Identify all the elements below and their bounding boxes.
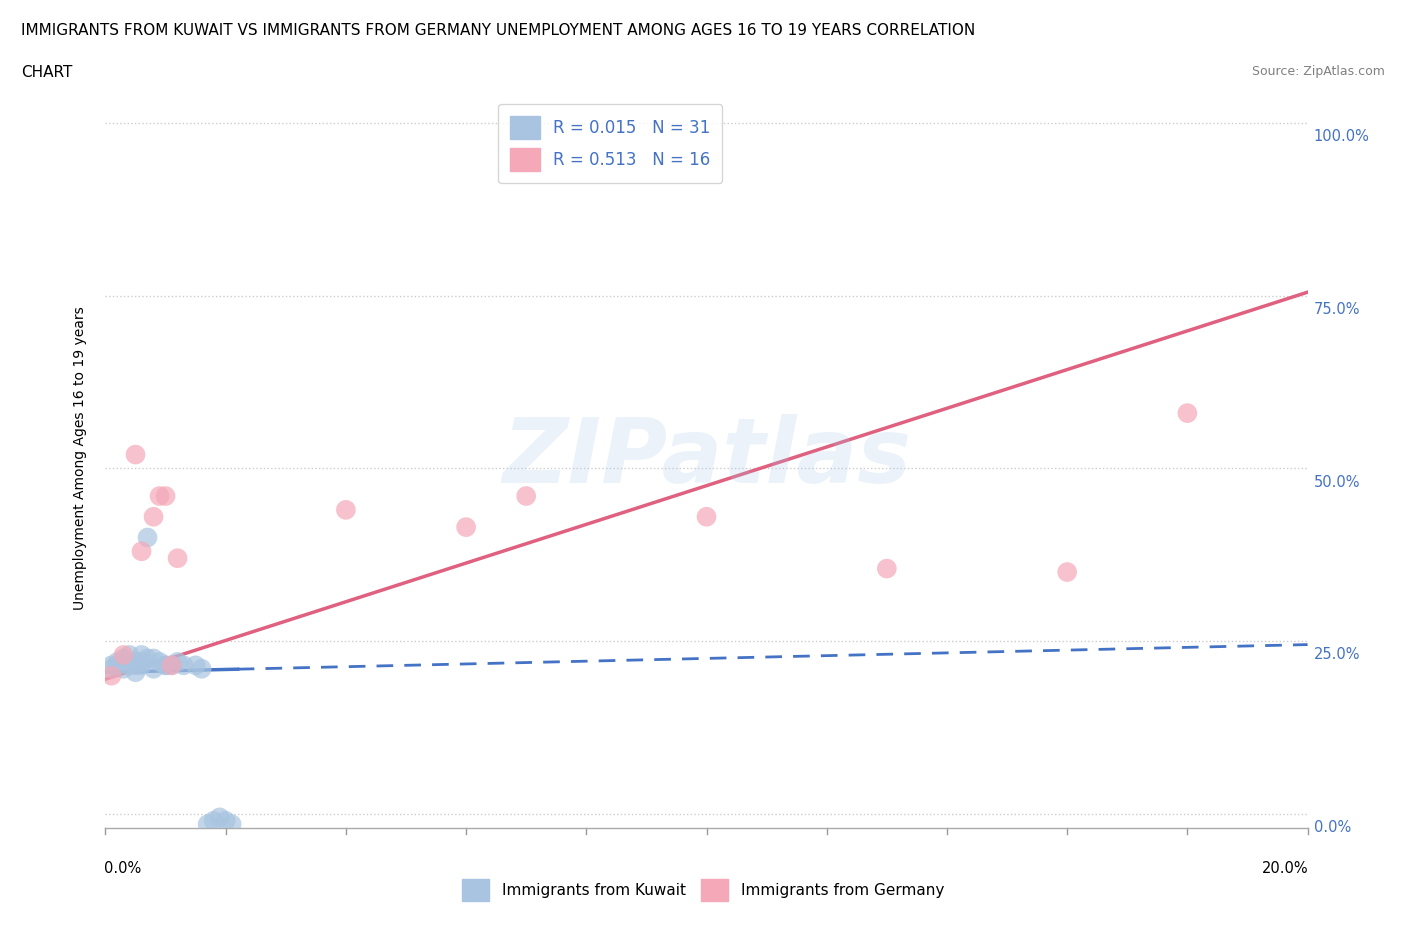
Point (1175, 405, 1198, 420)
Point (696, 510, 718, 525)
Point (160, 658, 183, 672)
Point (876, 561, 898, 576)
Point (214, 814, 236, 829)
Point (166, 655, 188, 670)
Text: Source: ZipAtlas.com: Source: ZipAtlas.com (1251, 65, 1385, 78)
Point (173, 658, 195, 672)
Point (131, 655, 153, 670)
Point (148, 488, 170, 503)
Point (142, 651, 165, 666)
Point (184, 658, 207, 672)
Point (112, 651, 135, 666)
Point (107, 655, 129, 670)
Point (131, 647, 153, 662)
Point (335, 502, 357, 517)
Point (190, 661, 212, 676)
Point (155, 658, 177, 672)
Point (118, 647, 141, 662)
Point (118, 658, 141, 672)
Point (112, 647, 135, 662)
Text: 50.0%: 50.0% (1313, 474, 1360, 490)
Point (160, 658, 183, 672)
Point (202, 814, 225, 829)
Text: 0.0%: 0.0% (1313, 820, 1351, 835)
Point (454, 520, 477, 535)
Point (100, 669, 122, 684)
Point (155, 488, 177, 503)
Point (131, 544, 153, 559)
Point (100, 658, 122, 672)
Point (155, 658, 177, 672)
Text: 75.0%: 75.0% (1313, 302, 1360, 317)
Point (124, 447, 146, 462)
Point (124, 658, 146, 672)
Point (100, 661, 122, 676)
Point (221, 817, 243, 831)
Point (136, 530, 159, 545)
Point (142, 510, 165, 525)
Text: 0.0%: 0.0% (104, 861, 142, 876)
Text: CHART: CHART (21, 65, 73, 80)
Point (112, 661, 135, 676)
Y-axis label: Unemployment Among Ages 16 to 19 years: Unemployment Among Ages 16 to 19 years (73, 306, 87, 610)
Legend: Immigrants from Kuwait, Immigrants from Germany: Immigrants from Kuwait, Immigrants from … (454, 871, 952, 909)
Point (124, 665, 146, 680)
Point (107, 658, 129, 672)
Text: IMMIGRANTS FROM KUWAIT VS IMMIGRANTS FROM GERMANY UNEMPLOYMENT AMONG AGES 16 TO : IMMIGRANTS FROM KUWAIT VS IMMIGRANTS FRO… (21, 23, 976, 38)
Legend: R = 0.015   N = 31, R = 0.513   N = 16: R = 0.015 N = 31, R = 0.513 N = 16 (498, 104, 723, 183)
Point (142, 661, 165, 676)
Point (1056, 565, 1078, 579)
Point (166, 551, 188, 565)
Point (131, 658, 153, 672)
Text: ZIPatlas: ZIPatlas (502, 414, 911, 502)
Point (148, 655, 170, 670)
Point (208, 810, 231, 825)
Text: 20.0%: 20.0% (1263, 861, 1309, 876)
Point (136, 651, 159, 666)
Point (515, 488, 537, 503)
Point (124, 655, 146, 670)
Text: 25.0%: 25.0% (1313, 647, 1360, 662)
Text: 100.0%: 100.0% (1313, 129, 1369, 144)
Point (197, 817, 219, 831)
